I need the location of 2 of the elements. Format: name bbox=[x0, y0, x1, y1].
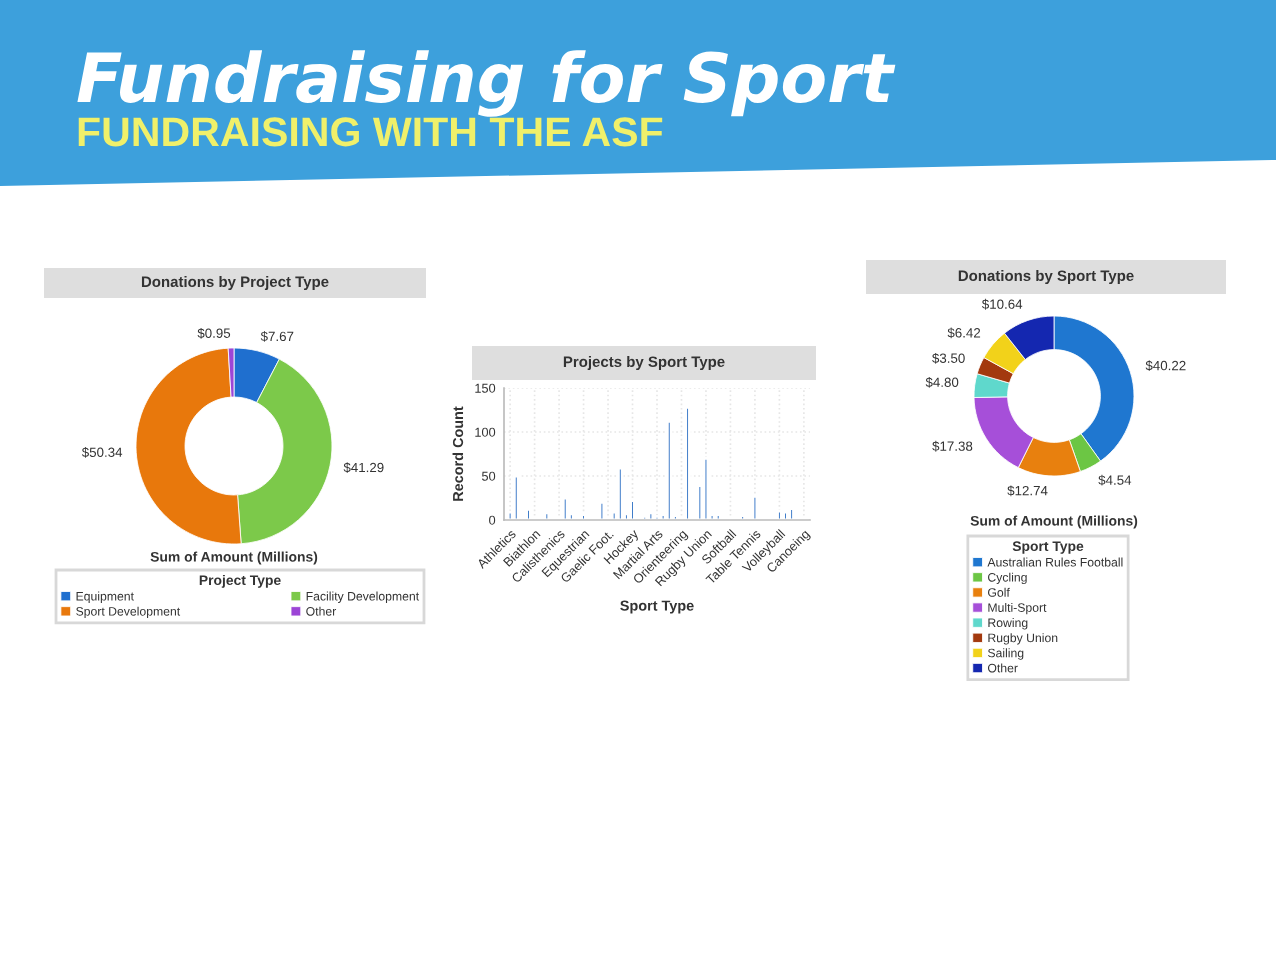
text: FUNDRAISING WITH THE ASF bbox=[78, 117, 663, 147]
text: Fundraising for Sport bbox=[77, 50, 896, 117]
